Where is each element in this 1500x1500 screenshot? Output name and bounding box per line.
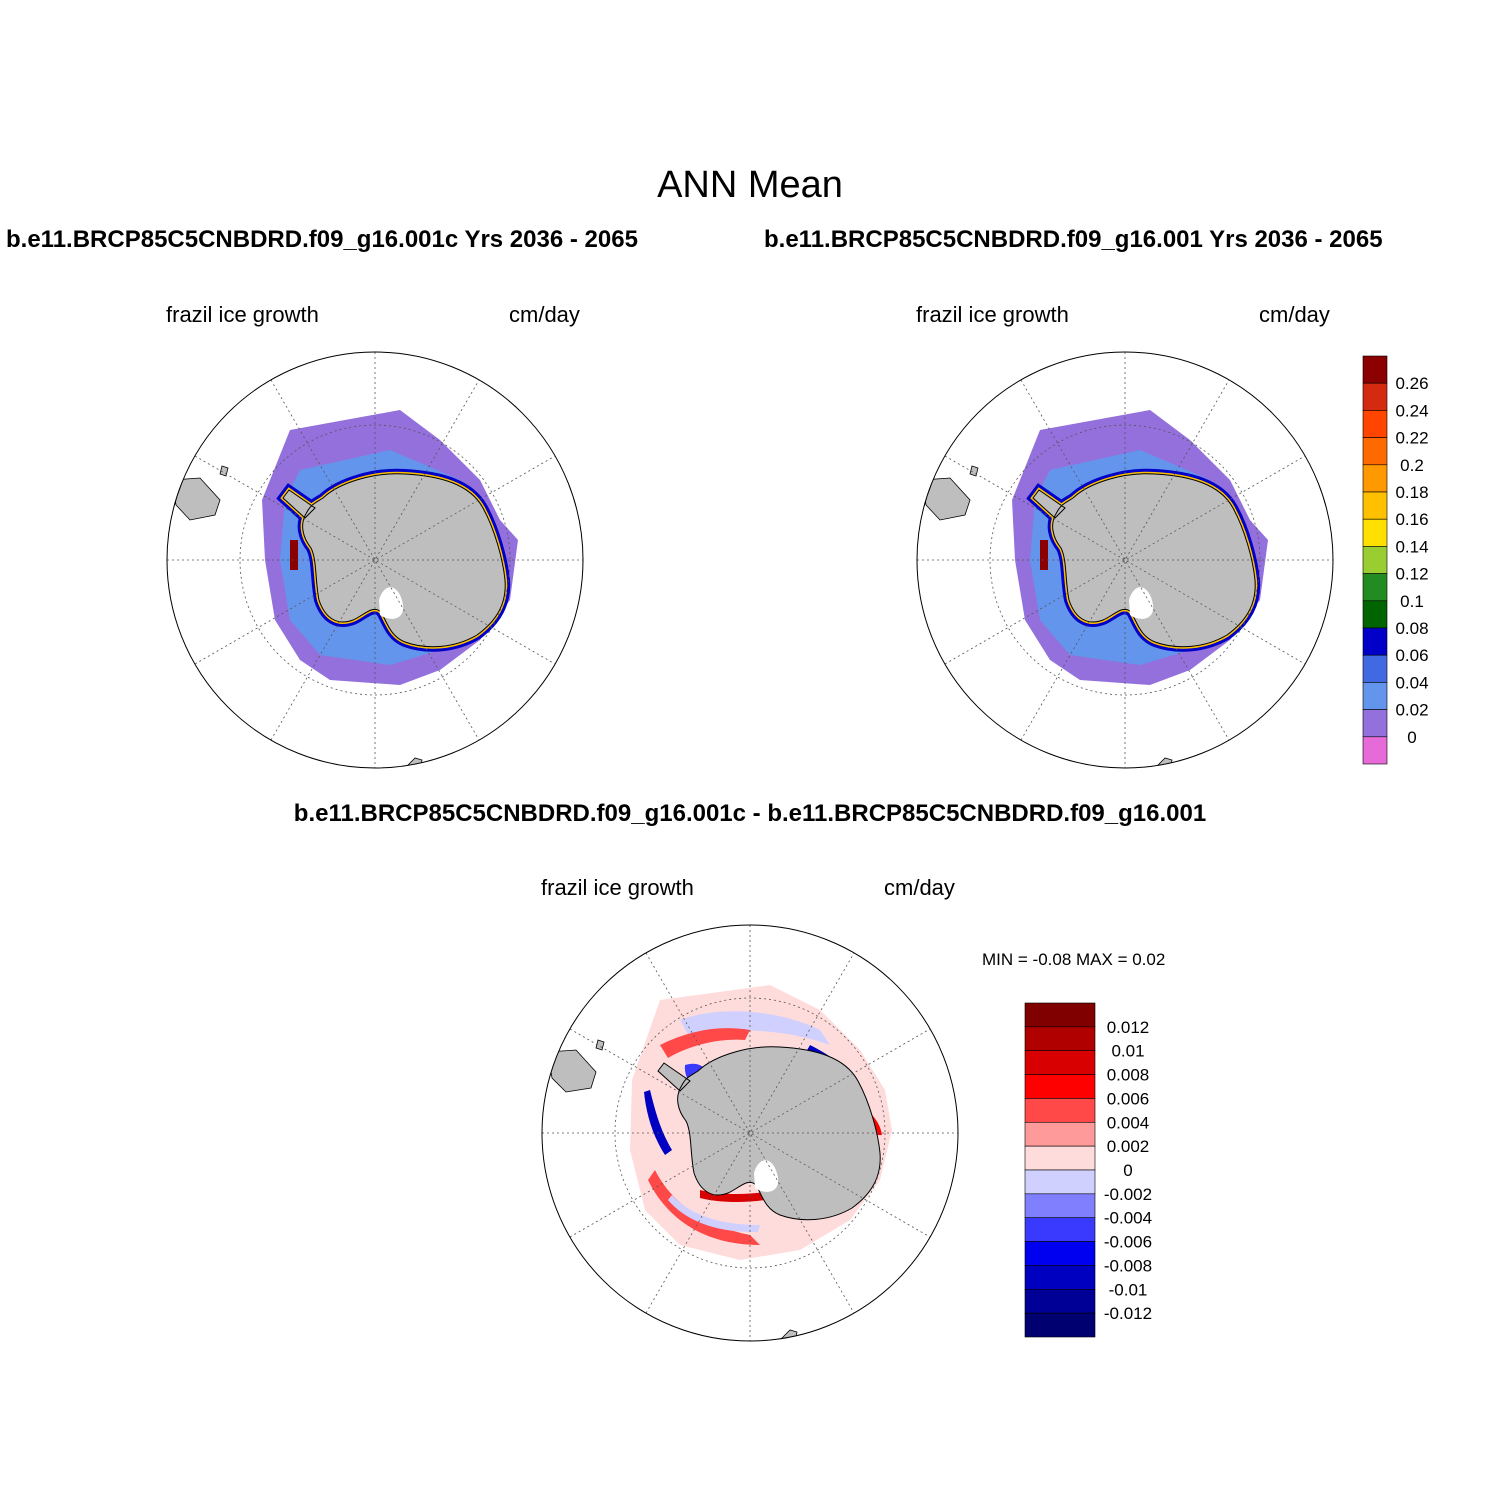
colorbar-diff-label: -0.012 xyxy=(1104,1304,1152,1323)
colorbar-diff-swatch xyxy=(1024,1026,1096,1052)
panel2-variable: frazil ice growth xyxy=(916,302,1069,327)
colorbar-diff-label: -0.004 xyxy=(1104,1209,1152,1228)
figure-title: ANN Mean xyxy=(657,164,843,206)
panel2-grid xyxy=(917,352,1333,768)
colorbar-main-swatch xyxy=(1362,382,1388,411)
colorbar-main-label: 0.14 xyxy=(1395,537,1428,556)
difference-title: b.e11.BRCP85C5CNBDRD.f09_g16.001c - b.e1… xyxy=(293,800,1207,827)
colorbar-diff-label: 0.012 xyxy=(1107,1018,1150,1037)
colorbar-main-swatch xyxy=(1362,546,1388,574)
colorbar-main-swatch xyxy=(1362,410,1388,438)
panel1-boundary xyxy=(166,351,584,769)
colorbar-diff-swatch xyxy=(1024,1050,1096,1075)
colorbar-main-swatch xyxy=(1362,736,1388,765)
panel1-map xyxy=(167,352,583,768)
colorbar-diff-swatch xyxy=(1024,1169,1096,1195)
colorbar-diff-label: -0.002 xyxy=(1104,1185,1152,1204)
panel2-units: cm/day xyxy=(1259,302,1330,327)
colorbar-diff-swatch xyxy=(1024,1098,1096,1123)
panel1-case-title: b.e11.BRCP85C5CNBDRD.f09_g16.001c Yrs 20… xyxy=(6,226,638,253)
diff-map xyxy=(542,925,958,1341)
panel2-boundary xyxy=(916,351,1334,769)
colorbar-main-label: 0.1 xyxy=(1400,592,1424,611)
colorbar-main-label: 0.24 xyxy=(1395,401,1428,420)
panel1-units: cm/day xyxy=(509,302,580,327)
colorbar-main-label: 0.02 xyxy=(1395,701,1428,720)
panel2-south-america xyxy=(921,477,971,521)
colorbar-diff-label: 0.01 xyxy=(1111,1042,1144,1061)
colorbar-main-label: 0.22 xyxy=(1395,429,1428,448)
colorbar-main-swatch xyxy=(1362,654,1388,683)
diff-grid xyxy=(542,925,958,1341)
colorbar-main-swatch xyxy=(1362,437,1388,466)
colorbar-main-label: 0.18 xyxy=(1395,483,1428,502)
colorbar-diff-swatch xyxy=(1024,1193,1096,1219)
colorbar-main-label: 0.04 xyxy=(1395,673,1428,692)
colorbar-diff-label: 0.006 xyxy=(1107,1089,1150,1108)
colorbar-difference: 0.012 0.01 0.008 0.006 0.004 0.002 0 -0.002 -0.0… xyxy=(1024,1002,1152,1338)
colorbar-diff-swatch xyxy=(1024,1312,1096,1338)
colorbar-main-swatch xyxy=(1362,464,1388,493)
diff-south-america xyxy=(547,1049,597,1093)
colorbar-diff-label: 0.004 xyxy=(1107,1113,1150,1132)
diff-boundary xyxy=(541,924,959,1342)
colorbar-main-swatch xyxy=(1362,600,1388,629)
colorbar-main-label: 0.26 xyxy=(1395,374,1428,393)
colorbar-diff-label: 0.008 xyxy=(1107,1066,1150,1085)
colorbar-diff-label: 0.002 xyxy=(1107,1137,1150,1156)
panel2-map xyxy=(917,352,1333,768)
diff-units: cm/day xyxy=(884,875,955,900)
panel1-south-america xyxy=(171,477,221,521)
diff-variable: frazil ice growth xyxy=(541,875,694,900)
colorbar-main-swatch xyxy=(1362,518,1388,547)
colorbar-diff-swatch xyxy=(1024,1217,1096,1242)
colorbar-diff-swatch xyxy=(1024,1002,1096,1028)
panel1-variable: frazil ice growth xyxy=(166,302,319,327)
colorbar-main-label: 0.08 xyxy=(1395,619,1428,638)
colorbar-main: 0.26 0.24 0.22 0.2 0.18 0.16 0.14 0.12 0.1 0.08 0.… xyxy=(1362,355,1429,765)
colorbar-diff-swatch xyxy=(1024,1074,1096,1099)
colorbar-main-label: 0 xyxy=(1407,728,1416,747)
colorbar-main-swatch xyxy=(1362,682,1388,710)
colorbar-diff-swatch xyxy=(1024,1241,1096,1266)
colorbar-main-swatch xyxy=(1362,709,1388,738)
colorbar-diff-label: -0.006 xyxy=(1104,1233,1152,1252)
colorbar-main-label: 0.16 xyxy=(1395,510,1428,529)
colorbar-main-swatch xyxy=(1362,627,1388,656)
colorbar-diff-label: -0.008 xyxy=(1104,1256,1152,1275)
colorbar-main-swatch xyxy=(1362,573,1388,602)
min-max-label: MIN = -0.08 MAX = 0.02 xyxy=(982,950,1166,969)
colorbar-diff-swatch xyxy=(1024,1265,1096,1290)
colorbar-main-label: 0.12 xyxy=(1395,565,1428,584)
panel2-case-title: b.e11.BRCP85C5CNBDRD.f09_g16.001 Yrs 203… xyxy=(764,226,1383,253)
colorbar-diff-swatch xyxy=(1024,1121,1096,1147)
colorbar-main-swatch xyxy=(1362,355,1388,384)
colorbar-diff-swatch xyxy=(1024,1145,1096,1171)
colorbar-diff-label: -0.01 xyxy=(1109,1280,1148,1299)
colorbar-diff-label: 0 xyxy=(1123,1161,1132,1180)
panel1-grid xyxy=(167,352,583,768)
colorbar-main-label: 0.2 xyxy=(1400,456,1424,475)
colorbar-diff-swatch xyxy=(1024,1288,1096,1314)
colorbar-main-swatch xyxy=(1362,491,1388,520)
colorbar-main-label: 0.06 xyxy=(1395,646,1428,665)
